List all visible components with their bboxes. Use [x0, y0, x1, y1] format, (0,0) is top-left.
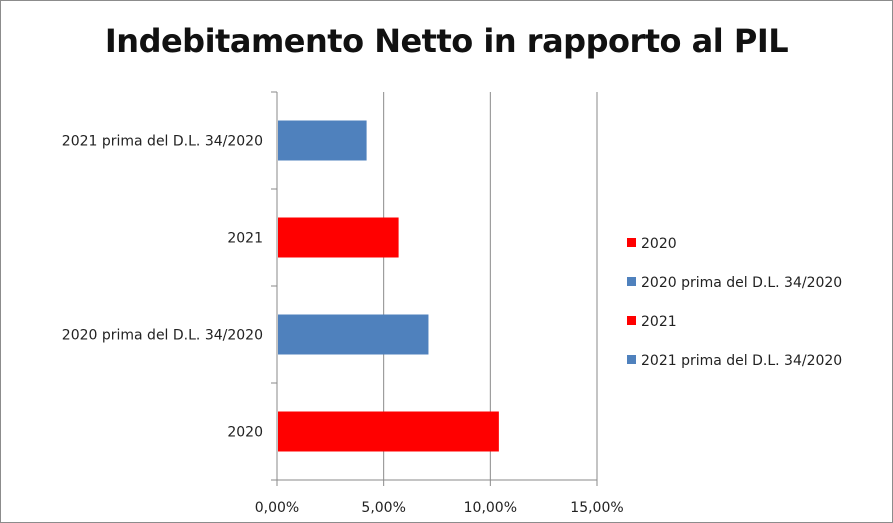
bar-1 — [278, 314, 429, 355]
x-tick-label: 10,00% — [464, 500, 517, 516]
x-tick-label: 15,00% — [570, 500, 623, 516]
legend-label: 2020 prima del D.L. 34/2020 — [641, 275, 842, 291]
legend: 2020 2020 prima del D.L. 34/2020 2021 2021 … — [627, 236, 842, 369]
category-label: 2020 prima del D.L. 34/2020 — [62, 328, 263, 344]
axes — [271, 91, 598, 486]
bar-3 — [278, 120, 367, 161]
chart-title: Indebitamento Netto in rapporto al PIL — [104, 22, 789, 60]
category-label: 2020 — [227, 425, 263, 441]
legend-label: 2021 prima del D.L. 34/2020 — [641, 353, 842, 369]
legend-label: 2021 — [641, 314, 677, 330]
bar-2 — [278, 217, 399, 258]
legend-swatch-1 — [627, 277, 636, 286]
bars — [278, 120, 499, 452]
bar-0 — [278, 411, 499, 452]
x-tick-label: 0,00% — [255, 500, 299, 516]
legend-label: 2020 — [641, 236, 677, 252]
legend-swatch-2 — [627, 316, 636, 325]
legend-swatch-0 — [627, 238, 636, 247]
x-tick-label: 5,00% — [361, 500, 405, 516]
axis-labels: 0,00% 5,00% 10,00% 15,00% 2020 2020 prima del… — [62, 134, 624, 517]
category-label: 2021 — [227, 231, 263, 247]
legend-swatch-3 — [627, 355, 636, 364]
category-label: 2021 prima del D.L. 34/2020 — [62, 134, 263, 150]
